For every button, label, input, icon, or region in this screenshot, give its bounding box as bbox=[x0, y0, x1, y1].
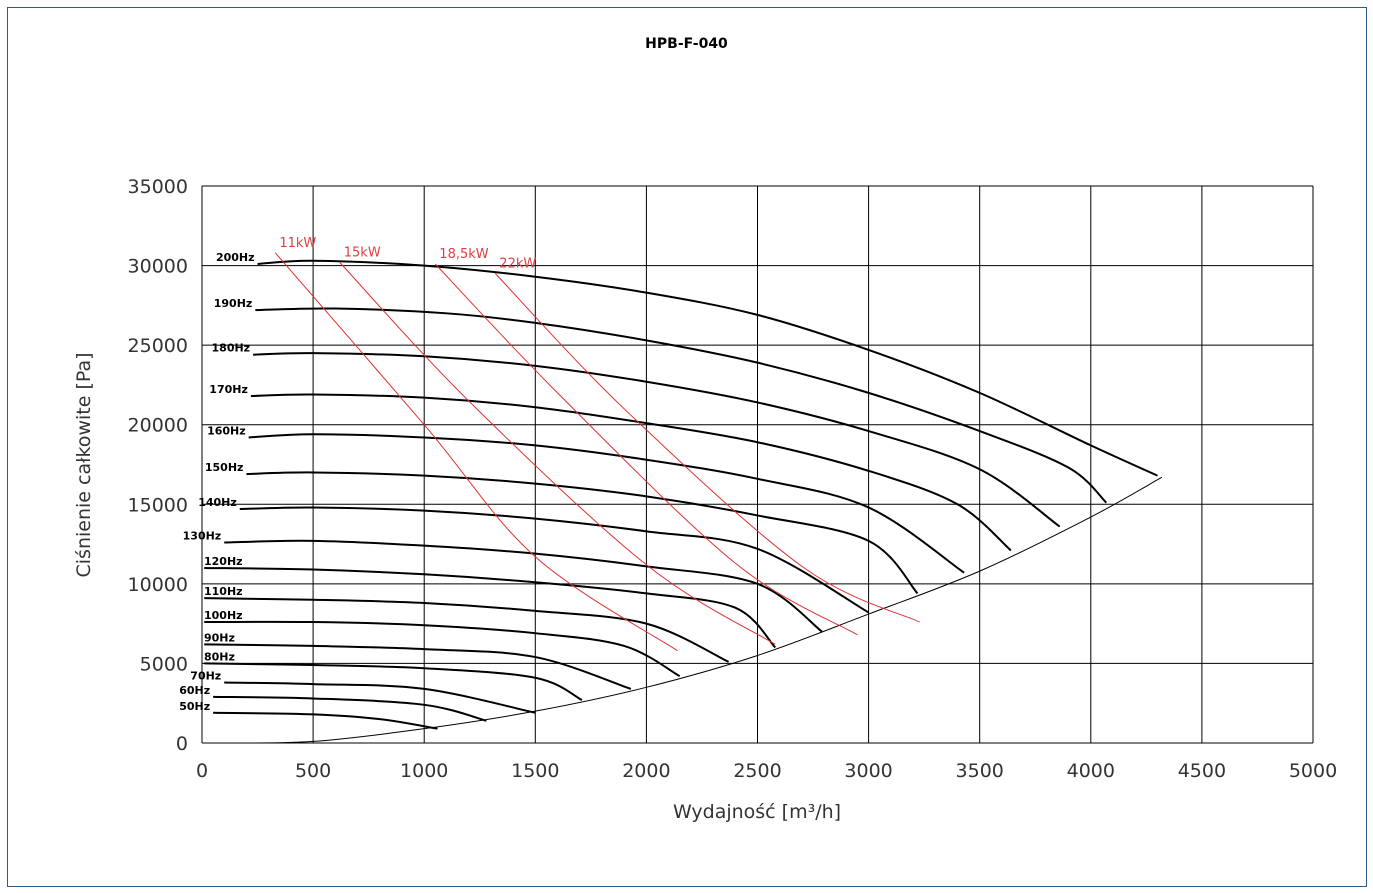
fan-curves bbox=[204, 259, 1163, 744]
y-tick-label: 5000 bbox=[140, 653, 188, 675]
power-line-22kw bbox=[494, 273, 920, 623]
power-line-15kw bbox=[339, 262, 776, 645]
fan-curve-60hz bbox=[213, 695, 487, 722]
chart-title: HPB-F-040 bbox=[645, 36, 728, 52]
y-tick-label: 0 bbox=[176, 733, 188, 755]
power-label: 22kW bbox=[499, 257, 536, 272]
fan-curve-70hz bbox=[224, 681, 536, 714]
fan-curve-130hz bbox=[224, 539, 823, 633]
y-tick-label: 35000 bbox=[128, 176, 188, 198]
y-tick-label: 20000 bbox=[128, 415, 188, 437]
freq-label: 200Hz bbox=[216, 251, 255, 264]
freq-label: 190Hz bbox=[214, 297, 253, 310]
freq-label: 80Hz bbox=[204, 650, 235, 663]
freq-label: 160Hz bbox=[207, 424, 246, 437]
fan-curve-140hz bbox=[239, 506, 870, 614]
y-tick-label: 10000 bbox=[128, 574, 188, 596]
system-curve bbox=[224, 476, 1163, 744]
fan-curve-110hz bbox=[204, 597, 730, 663]
fan-curve-200hz bbox=[257, 259, 1158, 477]
fan-curve-170hz bbox=[250, 393, 1012, 552]
tick-labels: 0 500 1000 1500 2000 2500 3000 3500 4000 4500 5000… bbox=[128, 176, 1338, 782]
fan-curve-150hz bbox=[246, 471, 919, 595]
labels: 200Hz 190Hz 180Hz 170Hz 160Hz 150Hz 140Hz 130Hz… bbox=[179, 236, 536, 713]
x-tick-label: 1000 bbox=[400, 760, 448, 782]
power-label: 15kW bbox=[344, 245, 381, 260]
x-tick-label: 3500 bbox=[956, 760, 1004, 782]
x-tick-label: 3000 bbox=[844, 760, 892, 782]
freq-label: 100Hz bbox=[204, 609, 243, 622]
power-line-11kw bbox=[274, 252, 678, 652]
x-tick-label: 4500 bbox=[1178, 760, 1226, 782]
x-tick-label: 1500 bbox=[511, 760, 559, 782]
fan-curve-50hz bbox=[213, 711, 438, 730]
x-tick-label: 4000 bbox=[1067, 760, 1115, 782]
x-tick-label: 500 bbox=[295, 760, 331, 782]
fan-curve-100hz bbox=[204, 620, 681, 678]
freq-label: 150Hz bbox=[205, 461, 244, 474]
power-label: 11kW bbox=[279, 236, 316, 251]
fan-curve-120hz bbox=[204, 566, 777, 649]
freq-label: 50Hz bbox=[179, 700, 210, 713]
x-tick-label: 5000 bbox=[1289, 760, 1337, 782]
fan-curve-80hz bbox=[204, 662, 583, 701]
x-axis-label: Wydajność [m³/h] bbox=[673, 801, 841, 823]
fan-curve-180hz bbox=[253, 352, 1061, 528]
fan-curve-160hz bbox=[248, 433, 965, 574]
freq-label: 60Hz bbox=[179, 684, 210, 697]
freq-label: 140Hz bbox=[198, 496, 237, 509]
y-axis-label: Ciśnienie całkowite [Pa] bbox=[73, 352, 95, 577]
power-label: 18,5kW bbox=[439, 247, 488, 262]
fan-curve-90hz bbox=[204, 643, 632, 690]
freq-label: 70Hz bbox=[190, 670, 221, 683]
y-tick-label: 25000 bbox=[128, 335, 188, 357]
chart-frame bbox=[7, 7, 1367, 887]
freq-label: 170Hz bbox=[209, 383, 248, 396]
power-lines bbox=[274, 252, 920, 652]
freq-label: 120Hz bbox=[204, 555, 243, 568]
freq-label: 180Hz bbox=[212, 342, 251, 355]
freq-label: 110Hz bbox=[204, 585, 243, 598]
y-tick-label: 15000 bbox=[128, 494, 188, 516]
x-tick-label: 2500 bbox=[733, 760, 781, 782]
fan-curve-190hz bbox=[255, 307, 1108, 504]
grid bbox=[201, 185, 1314, 744]
y-tick-label: 30000 bbox=[128, 256, 188, 278]
x-tick-label: 0 bbox=[196, 760, 208, 782]
freq-label: 90Hz bbox=[204, 631, 235, 644]
x-tick-label: 2000 bbox=[622, 760, 670, 782]
freq-label: 130Hz bbox=[183, 529, 222, 542]
power-line-18-5kw bbox=[434, 263, 858, 636]
